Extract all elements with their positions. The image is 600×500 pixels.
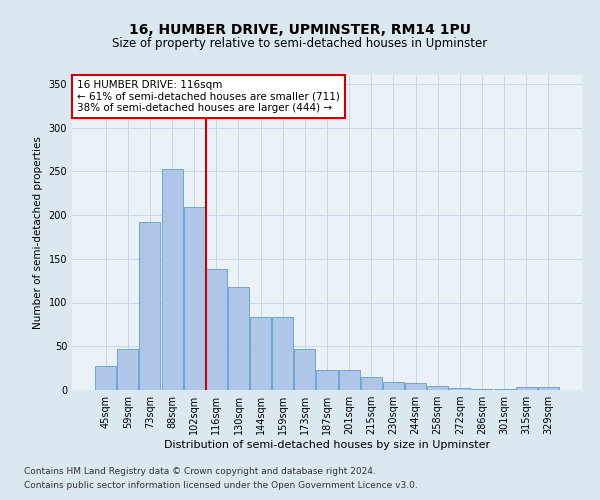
Bar <box>538 386 559 390</box>
Bar <box>338 370 359 390</box>
Bar <box>206 269 227 390</box>
Bar <box>228 287 249 390</box>
Bar <box>472 389 493 390</box>
Bar <box>161 168 182 390</box>
X-axis label: Distribution of semi-detached houses by size in Upminster: Distribution of semi-detached houses by … <box>164 440 490 450</box>
Bar <box>515 388 536 390</box>
Bar <box>118 349 139 390</box>
Bar <box>361 377 382 390</box>
Bar <box>383 382 404 390</box>
Bar <box>316 370 338 390</box>
Text: Contains public sector information licensed under the Open Government Licence v3: Contains public sector information licen… <box>24 481 418 490</box>
Text: 16 HUMBER DRIVE: 116sqm
← 61% of semi-detached houses are smaller (711)
38% of s: 16 HUMBER DRIVE: 116sqm ← 61% of semi-de… <box>77 80 340 113</box>
Bar <box>449 388 470 390</box>
Text: 16, HUMBER DRIVE, UPMINSTER, RM14 1PU: 16, HUMBER DRIVE, UPMINSTER, RM14 1PU <box>129 22 471 36</box>
Bar <box>95 366 116 390</box>
Bar <box>405 383 426 390</box>
Bar <box>494 389 515 390</box>
Bar <box>139 222 160 390</box>
Text: Size of property relative to semi-detached houses in Upminster: Size of property relative to semi-detach… <box>112 38 488 51</box>
Bar <box>250 316 271 390</box>
Bar <box>184 207 205 390</box>
Text: Contains HM Land Registry data © Crown copyright and database right 2024.: Contains HM Land Registry data © Crown c… <box>24 467 376 476</box>
Bar <box>272 316 293 390</box>
Bar <box>427 386 448 390</box>
Y-axis label: Number of semi-detached properties: Number of semi-detached properties <box>33 136 43 329</box>
Bar <box>295 349 316 390</box>
